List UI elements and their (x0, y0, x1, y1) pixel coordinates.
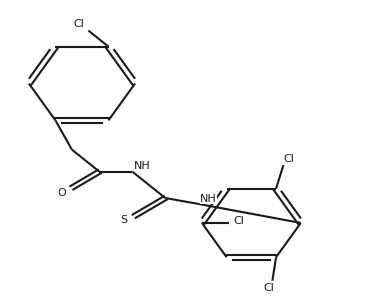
Text: NH: NH (134, 161, 151, 171)
Text: Cl: Cl (233, 216, 244, 226)
Text: Cl: Cl (74, 19, 85, 29)
Text: S: S (120, 215, 127, 225)
Text: O: O (57, 188, 66, 198)
Text: NH: NH (200, 194, 217, 204)
Text: Cl: Cl (263, 283, 274, 293)
Text: Cl: Cl (283, 154, 294, 164)
